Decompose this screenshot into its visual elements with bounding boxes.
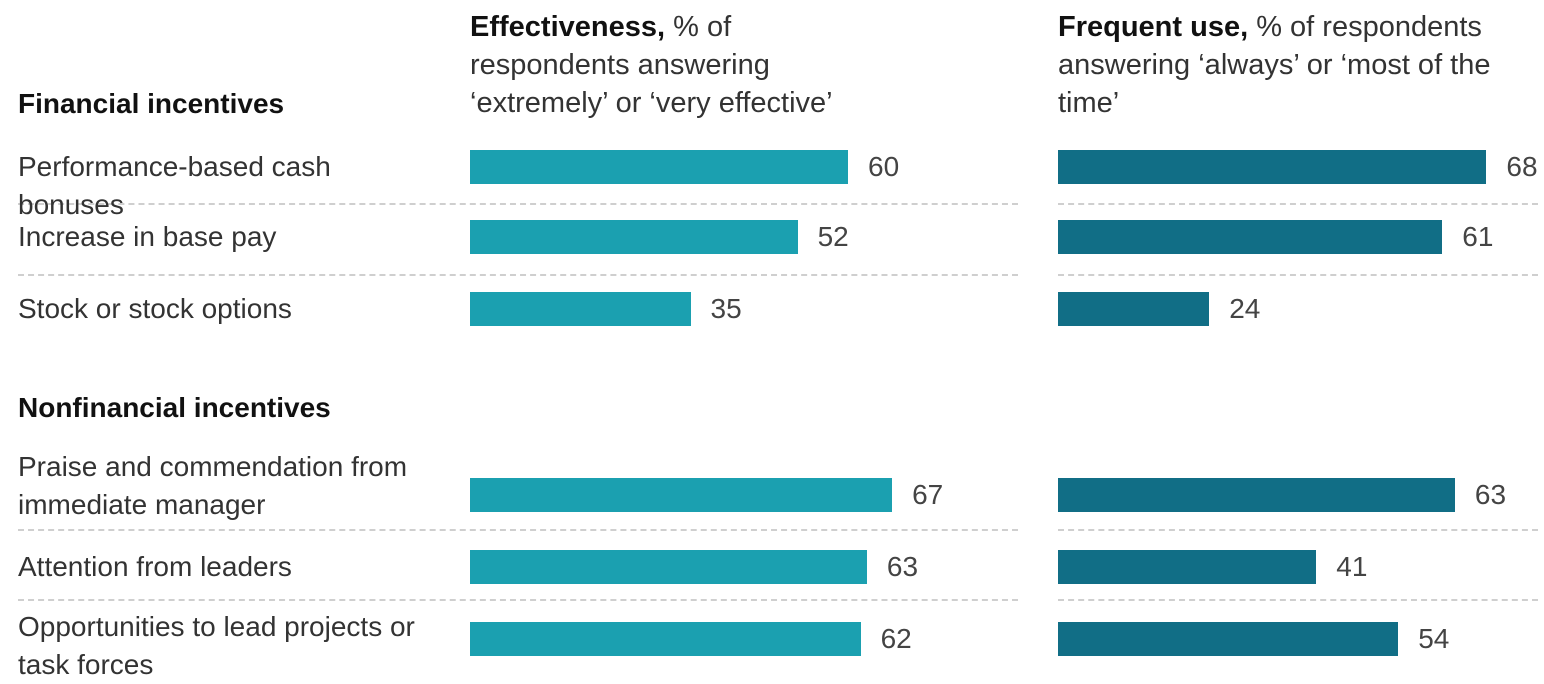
bar-value-label: 24 bbox=[1229, 293, 1261, 324]
bar-frequent-use bbox=[1058, 220, 1443, 254]
panel-header-1: Effectiveness, % of respondents answerin… bbox=[470, 8, 890, 122]
row-label: Praise and commendation from immediate m… bbox=[18, 451, 408, 520]
bar-effectiveness bbox=[470, 150, 848, 184]
bar-value-label: 61 bbox=[1462, 221, 1494, 252]
row-separator bbox=[18, 529, 1018, 531]
row-label: Increase in base pay bbox=[18, 221, 277, 252]
group-title: Nonfinancial incentives bbox=[18, 392, 331, 423]
group-title: Financial incentives bbox=[18, 88, 285, 119]
panel-header-2: Frequent use, % of respondents answering… bbox=[1058, 8, 1538, 122]
row-separator bbox=[18, 203, 1018, 205]
row-separator bbox=[18, 274, 1018, 276]
row-label: Performance-based cash bonuses bbox=[18, 151, 331, 220]
panel-header-bold: Frequent use, bbox=[1058, 11, 1249, 43]
bar-value-label: 41 bbox=[1336, 551, 1368, 582]
row-label: Attention from leaders bbox=[18, 551, 292, 582]
row-separator bbox=[1058, 274, 1538, 276]
bar-effectiveness bbox=[470, 622, 861, 656]
bar-effectiveness bbox=[470, 220, 798, 254]
bar-value-label: 63 bbox=[886, 551, 919, 582]
bar-frequent-use bbox=[1058, 292, 1210, 326]
bar-value-label: 54 bbox=[1418, 623, 1450, 654]
bar-value-label: 60 bbox=[868, 151, 900, 182]
bar-effectiveness bbox=[470, 478, 893, 512]
row-separator bbox=[1058, 529, 1538, 531]
bar-value-label: 63 bbox=[1474, 479, 1507, 510]
row-separator bbox=[18, 599, 1018, 601]
bar-effectiveness bbox=[470, 550, 867, 584]
bar-value-label: 67 bbox=[912, 479, 944, 510]
bar-frequent-use bbox=[1058, 150, 1487, 184]
panel-header-bold: Effectiveness, bbox=[470, 11, 666, 43]
row-separator bbox=[1058, 203, 1538, 205]
bar-value-label: 52 bbox=[817, 221, 849, 252]
bar-frequent-use bbox=[1058, 622, 1399, 656]
bar-value-label: 62 bbox=[880, 623, 912, 654]
row-label: Opportunities to lead projects or task f… bbox=[18, 611, 415, 680]
bar-effectiveness bbox=[470, 292, 691, 326]
bar-value-label: 35 bbox=[710, 293, 742, 324]
bar-frequent-use bbox=[1058, 550, 1317, 584]
panel-header-rest: % of respondents answering ‘always’ or ‘… bbox=[1058, 11, 1491, 119]
bar-frequent-use bbox=[1058, 478, 1455, 512]
panel-header-rest: % of respondents answering ‘extremely’ o… bbox=[470, 11, 833, 119]
bar-value-label: 68 bbox=[1506, 151, 1538, 182]
row-separator bbox=[1058, 599, 1538, 601]
row-label: Stock or stock options bbox=[18, 293, 292, 324]
